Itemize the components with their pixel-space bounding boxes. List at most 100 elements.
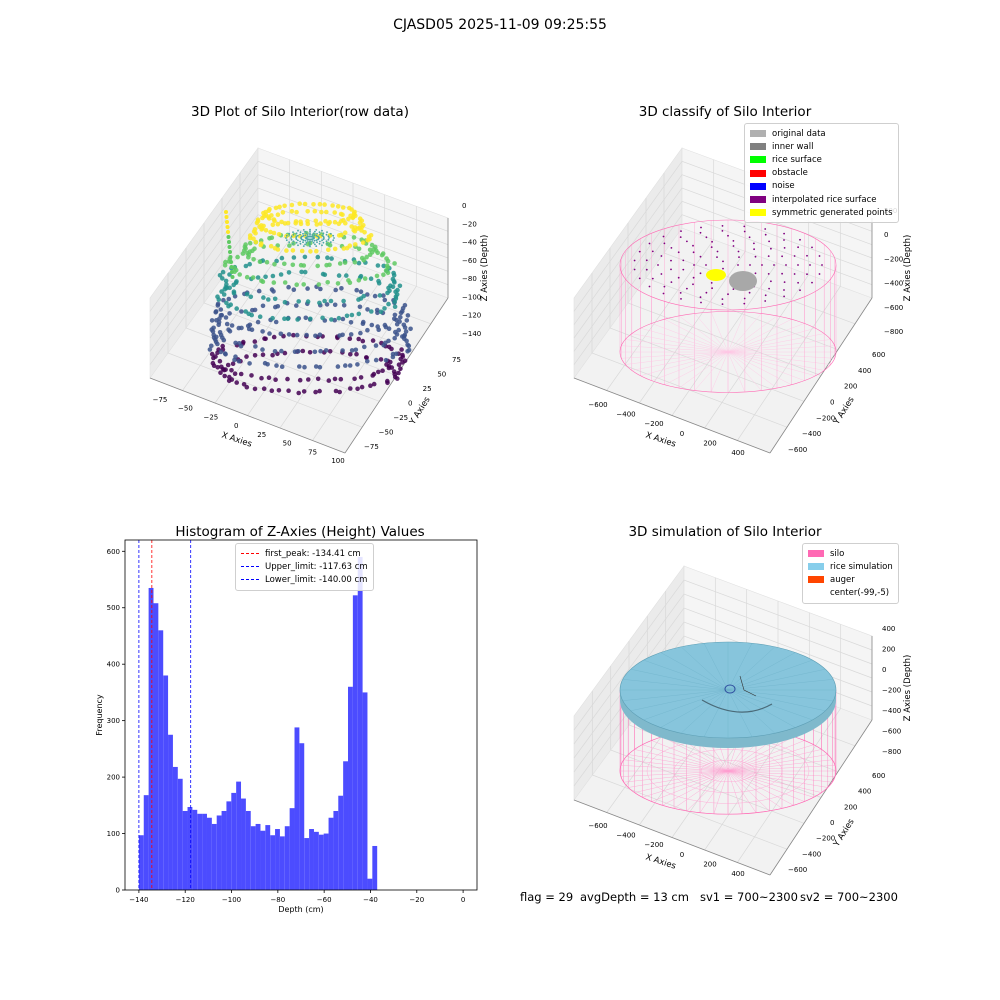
data-point bbox=[383, 357, 389, 363]
data-point bbox=[391, 272, 397, 278]
z-tick-label: −120 bbox=[462, 312, 481, 320]
inner-point bbox=[297, 229, 299, 232]
y-tick-label: 400 bbox=[858, 367, 871, 375]
data-point bbox=[211, 325, 216, 331]
data-point bbox=[239, 309, 244, 314]
inner-point bbox=[314, 230, 316, 233]
legend-line-sample bbox=[241, 566, 259, 568]
y-tick-label: 400 bbox=[858, 788, 871, 796]
inner-point bbox=[328, 237, 330, 239]
spike-point bbox=[226, 235, 231, 239]
data-point bbox=[261, 386, 267, 392]
data-point bbox=[282, 261, 287, 267]
grid-line bbox=[149, 174, 449, 325]
data-point bbox=[244, 291, 250, 297]
legend-label: silo bbox=[830, 548, 845, 559]
legend-swatch bbox=[750, 156, 766, 164]
data-point bbox=[247, 361, 252, 366]
data-point bbox=[397, 283, 403, 289]
data-point bbox=[396, 327, 402, 333]
interpolated-point bbox=[710, 282, 713, 284]
histogram-bar bbox=[357, 556, 363, 890]
floor-spoke bbox=[727, 311, 746, 353]
data-point bbox=[218, 349, 224, 355]
data-point bbox=[234, 380, 239, 385]
inner-point bbox=[306, 240, 309, 242]
data-point bbox=[383, 324, 389, 330]
histogram-bar bbox=[309, 829, 314, 890]
inner-point bbox=[285, 237, 287, 239]
data-point bbox=[257, 259, 263, 265]
data-point bbox=[294, 209, 299, 215]
data-point bbox=[224, 300, 229, 306]
interpolated-point bbox=[783, 239, 785, 241]
data-point bbox=[315, 376, 321, 382]
data-point bbox=[243, 242, 248, 247]
data-point bbox=[358, 330, 363, 336]
data-point bbox=[301, 389, 307, 394]
x-tick-label: −60 bbox=[317, 896, 332, 904]
inner-point bbox=[302, 234, 305, 237]
floor-spoke bbox=[625, 351, 729, 365]
data-point bbox=[266, 375, 272, 381]
data-point bbox=[243, 263, 249, 269]
x-tick-label: −75 bbox=[153, 396, 168, 404]
data-point bbox=[253, 344, 258, 349]
inner-point bbox=[304, 239, 307, 242]
data-point bbox=[367, 252, 373, 257]
data-point bbox=[344, 313, 350, 319]
data-point bbox=[338, 219, 344, 224]
data-point bbox=[229, 368, 234, 373]
histogram-axes: −140 −120 −100 −80 −60 −40 −20 0 0 100 200 300 400 50… bbox=[95, 539, 478, 914]
floor-ring bbox=[700, 760, 756, 783]
data-point bbox=[247, 322, 253, 328]
data-point bbox=[308, 249, 313, 254]
data-point bbox=[337, 389, 343, 395]
x-tick-label: −80 bbox=[270, 896, 285, 904]
interpolated-point bbox=[699, 296, 702, 299]
data-point bbox=[352, 229, 358, 234]
data-point bbox=[298, 262, 304, 268]
data-point bbox=[272, 246, 278, 251]
data-point bbox=[224, 321, 230, 327]
data-point bbox=[255, 319, 261, 325]
data-point bbox=[347, 363, 353, 368]
data-point bbox=[332, 210, 338, 215]
data-point bbox=[362, 344, 367, 350]
interpolated-point bbox=[811, 281, 813, 284]
histogram-vlines bbox=[138, 540, 192, 890]
data-point bbox=[365, 238, 371, 243]
interpolated-point bbox=[754, 255, 757, 258]
data-point bbox=[358, 375, 364, 380]
data-point bbox=[304, 332, 309, 338]
data-point bbox=[237, 272, 242, 277]
floor-spoke bbox=[694, 313, 729, 353]
data-point bbox=[370, 338, 376, 343]
floor-spoke bbox=[678, 315, 729, 353]
cylinder-top-rim bbox=[619, 219, 837, 311]
symmetric-points-cluster bbox=[706, 269, 726, 281]
legend-entry: auger bbox=[808, 573, 893, 586]
data-point bbox=[260, 303, 266, 309]
inner-point bbox=[292, 243, 294, 245]
data-point bbox=[356, 278, 362, 283]
plot-frame bbox=[124, 539, 478, 891]
data-point bbox=[252, 339, 258, 344]
data-point bbox=[370, 373, 376, 378]
data-point bbox=[326, 378, 332, 383]
histogram-bar bbox=[328, 817, 334, 890]
data-point bbox=[243, 309, 248, 314]
interpolated-point bbox=[761, 264, 763, 266]
data-point bbox=[282, 280, 288, 285]
data-point bbox=[294, 303, 299, 308]
data-point bbox=[250, 275, 256, 280]
data-point bbox=[316, 282, 322, 287]
legend-label: center(-99,-5) bbox=[830, 588, 890, 599]
interpolated-point bbox=[797, 281, 799, 284]
interpolated-point bbox=[743, 230, 746, 233]
interpolated-point bbox=[764, 228, 767, 230]
data-point bbox=[357, 304, 363, 310]
floor-spoke bbox=[727, 351, 825, 371]
data-point bbox=[252, 353, 258, 358]
spike-point bbox=[229, 260, 233, 264]
